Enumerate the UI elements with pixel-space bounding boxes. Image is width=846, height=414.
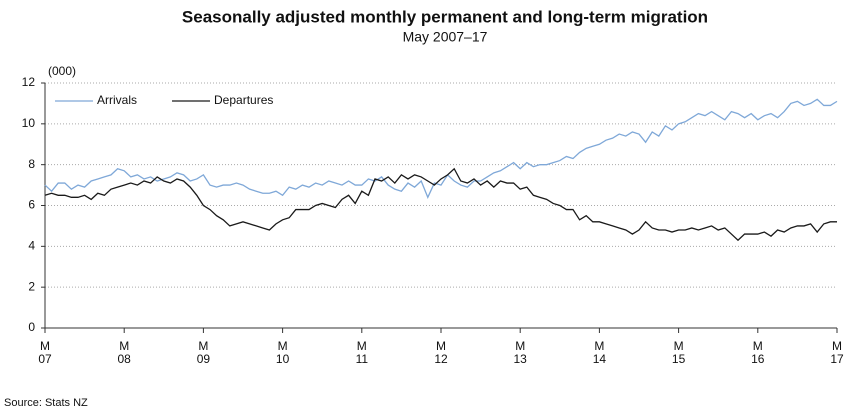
chart-title: Seasonally adjusted monthly permanent an… — [182, 7, 708, 26]
x-tick-label: M 10 — [275, 339, 290, 366]
x-tick-label: M 16 — [751, 339, 765, 366]
y-axis-label: (000) — [48, 64, 76, 78]
legend-label: Departures — [214, 93, 273, 107]
line-series — [44, 98, 838, 199]
x-tick-label: M 08 — [117, 339, 131, 366]
x-tick-label: M 09 — [196, 339, 211, 366]
y-tick-label: 4 — [28, 239, 35, 253]
y-tick-label: 10 — [22, 116, 36, 130]
x-tick-label: M 17 — [830, 339, 844, 366]
y-tick-label: 8 — [28, 157, 35, 171]
x-tick-label: M 13 — [513, 339, 527, 366]
source: Source: Stats NZ — [4, 397, 88, 409]
legend-label: Arrivals — [97, 93, 137, 107]
x-tick-label: M 12 — [434, 339, 448, 366]
y-tick-label: 6 — [28, 198, 35, 212]
y-tick-label: 12 — [22, 75, 36, 89]
x-tick-label: M 11 — [355, 339, 369, 366]
x-tick-label: M 14 — [592, 339, 607, 366]
line-series — [44, 167, 837, 242]
y-tick-label: 0 — [28, 320, 35, 334]
y-tick-label: 2 — [28, 279, 35, 293]
x-tick-label: M 15 — [671, 339, 686, 366]
chart-subtitle: May 2007–17 — [403, 29, 488, 45]
x-tick-label: M 07 — [38, 339, 52, 366]
